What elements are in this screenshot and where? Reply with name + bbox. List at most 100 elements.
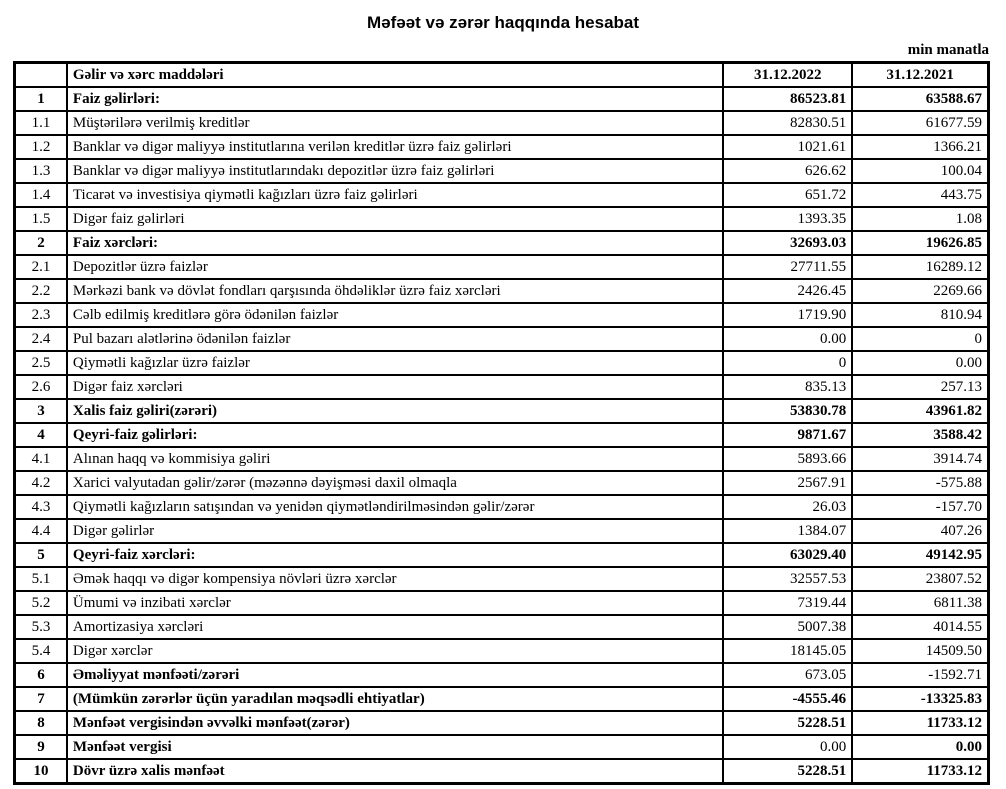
table-row: 7 (Mümkün zərərlər üçün yaradılan məqsədl… [13, 685, 990, 712]
row-label-cell: Cəlb edilmiş kreditlərə görə ödənilən fa… [65, 301, 725, 328]
row-number-cell: 4 [13, 421, 68, 448]
table-row: 2.4 Pul bazarı alətlərinə ödənilən faizlə… [13, 325, 990, 352]
row-label-cell: Faiz xərcləri: [65, 229, 725, 256]
unit-note: min manatla [907, 42, 989, 59]
value-2021-cell: 63588.67 [851, 85, 990, 112]
row-label-cell: Depozitlər üzrə faizlər [65, 253, 725, 280]
table-row: 2.5 Qiymətli kağızlar üzrə faizlər 0 0.00 [13, 349, 990, 376]
table-row: 4.1 Alınan haqq və kommisiya gəliri 5893.6… [13, 445, 990, 472]
row-label-cell: Qeyri-faiz gəlirləri: [65, 421, 725, 448]
row-label-cell: Ticarət və investisiya qiymətli kağızlar… [65, 181, 725, 208]
row-number-cell: 1.2 [13, 133, 68, 160]
row-number-cell: 2.3 [13, 301, 68, 328]
table-row: 1.2 Banklar və digər maliyyə institutları… [13, 133, 990, 160]
row-label-cell: Əmək haqqı və digər kompensiya növləri ü… [65, 565, 725, 592]
value-2021-cell: 3914.74 [851, 445, 990, 472]
value-2021-cell: 443.75 [851, 181, 990, 208]
row-number-cell: 1.4 [13, 181, 68, 208]
table-row: 4.3 Qiymətli kağızların satışından və yen… [13, 493, 990, 520]
value-2022-cell: 2567.91 [722, 469, 854, 496]
row-label-cell: Mərkəzi bank və dövlət fondları qarşısın… [65, 277, 725, 304]
table-row: 4.2 Xarici valyutadan gəlir/zərər (məzənn… [13, 469, 990, 496]
row-label-cell: Alınan haqq və kommisiya gəliri [65, 445, 725, 472]
table-row: 4 Qeyri-faiz gəlirləri: 9871.67 3588.42 [13, 421, 990, 448]
value-2022-cell: 53830.78 [722, 397, 854, 424]
value-2022-cell: 1393.35 [722, 205, 854, 232]
table-row: 5.3 Amortizasiya xərcləri 5007.38 4014.55 [13, 613, 990, 640]
header-cell-label: Gəlir və xərc maddələri [65, 61, 725, 88]
row-number-cell: 8 [13, 709, 68, 736]
value-2021-cell: 0 [851, 325, 990, 352]
row-number-cell: 6 [13, 661, 68, 688]
table-row: 1.4 Ticarət və investisiya qiymətli kağız… [13, 181, 990, 208]
row-label-cell: Mənfəət vergisi [65, 733, 725, 760]
row-label-cell: Digər xərclər [65, 637, 725, 664]
value-2021-cell: 0.00 [851, 349, 990, 376]
value-2021-cell: 407.26 [851, 517, 990, 544]
value-2022-cell: 5893.66 [722, 445, 854, 472]
value-2021-cell: 14509.50 [851, 637, 990, 664]
row-label-cell: Dövr üzrə xalis mənfəət [65, 757, 725, 785]
table-row: 1 Faiz gəlirləri: 86523.81 63588.67 [13, 85, 990, 112]
row-number-cell: 4.4 [13, 517, 68, 544]
value-2022-cell: -4555.46 [722, 685, 854, 712]
header-cell-2021: 31.12.2021 [851, 61, 990, 88]
row-number-cell: 2.6 [13, 373, 68, 400]
row-number-cell: 3 [13, 397, 68, 424]
row-label-cell: Qeyri-faiz xərcləri: [65, 541, 725, 568]
report-title: Məfəət və zərər haqqında hesabat [366, 13, 640, 32]
table-row: 5 Qeyri-faiz xərcləri: 63029.40 49142.95 [13, 541, 990, 568]
value-2022-cell: 82830.51 [722, 109, 854, 136]
value-2022-cell: 32557.53 [722, 565, 854, 592]
value-2022-cell: 18145.05 [722, 637, 854, 664]
value-2021-cell: 2269.66 [851, 277, 990, 304]
table-row: 2.3 Cəlb edilmiş kreditlərə görə ödənilən… [13, 301, 990, 328]
value-2022-cell: 5007.38 [722, 613, 854, 640]
row-number-cell: 4.1 [13, 445, 68, 472]
table-row: 4.4 Digər gəlirlər 1384.07 407.26 [13, 517, 990, 544]
value-2021-cell: 49142.95 [851, 541, 990, 568]
value-2022-cell: 7319.44 [722, 589, 854, 616]
value-2021-cell: -1592.71 [851, 661, 990, 688]
value-2021-cell: 11733.12 [851, 757, 990, 785]
value-2021-cell: 3588.42 [851, 421, 990, 448]
table-row: 1.3 Banklar və digər maliyyə institutları… [13, 157, 990, 184]
table-row: 5.4 Digər xərclər 18145.05 14509.50 [13, 637, 990, 664]
value-2021-cell: 11733.12 [851, 709, 990, 736]
value-2022-cell: 27711.55 [722, 253, 854, 280]
value-2022-cell: 673.05 [722, 661, 854, 688]
row-number-cell: 1.1 [13, 109, 68, 136]
row-label-cell: Pul bazarı alətlərinə ödənilən faizlər [65, 325, 725, 352]
value-2022-cell: 1384.07 [722, 517, 854, 544]
row-number-cell: 2.2 [13, 277, 68, 304]
row-label-cell: (Mümkün zərərlər üçün yaradılan məqsədli… [65, 685, 725, 712]
value-2022-cell: 1719.90 [722, 301, 854, 328]
value-2022-cell: 0.00 [722, 733, 854, 760]
row-label-cell: Banklar və digər maliyyə institutlarında… [65, 157, 725, 184]
row-number-cell: 5 [13, 541, 68, 568]
table-row: 2.6 Digər faiz xərcləri 835.13 257.13 [13, 373, 990, 400]
value-2022-cell: 835.13 [722, 373, 854, 400]
row-label-cell: Amortizasiya xərcləri [65, 613, 725, 640]
row-label-cell: Xalis faiz gəliri(zərəri) [65, 397, 725, 424]
row-number-cell: 9 [13, 733, 68, 760]
value-2021-cell: 810.94 [851, 301, 990, 328]
value-2021-cell: 16289.12 [851, 253, 990, 280]
table-row: 9 Mənfəət vergisi 0.00 0.00 [13, 733, 990, 760]
value-2022-cell: 26.03 [722, 493, 854, 520]
value-2022-cell: 1021.61 [722, 133, 854, 160]
row-number-cell: 2.4 [13, 325, 68, 352]
value-2022-cell: 651.72 [722, 181, 854, 208]
table-header-row: Gəlir və xərc maddələri 31.12.2022 31.12… [13, 61, 990, 88]
row-number-cell: 2.5 [13, 349, 68, 376]
value-2021-cell: 23807.52 [851, 565, 990, 592]
row-label-cell: Qiymətli kağızlar üzrə faizlər [65, 349, 725, 376]
row-number-cell: 5.4 [13, 637, 68, 664]
table-row: 2.1 Depozitlər üzrə faizlər 27711.55 16289.… [13, 253, 990, 280]
value-2022-cell: 2426.45 [722, 277, 854, 304]
value-2021-cell: 257.13 [851, 373, 990, 400]
row-label-cell: Qiymətli kağızların satışından və yenidə… [65, 493, 725, 520]
row-label-cell: Digər gəlirlər [65, 517, 725, 544]
row-label-cell: Xarici valyutadan gəlir/zərər (məzənnə d… [65, 469, 725, 496]
